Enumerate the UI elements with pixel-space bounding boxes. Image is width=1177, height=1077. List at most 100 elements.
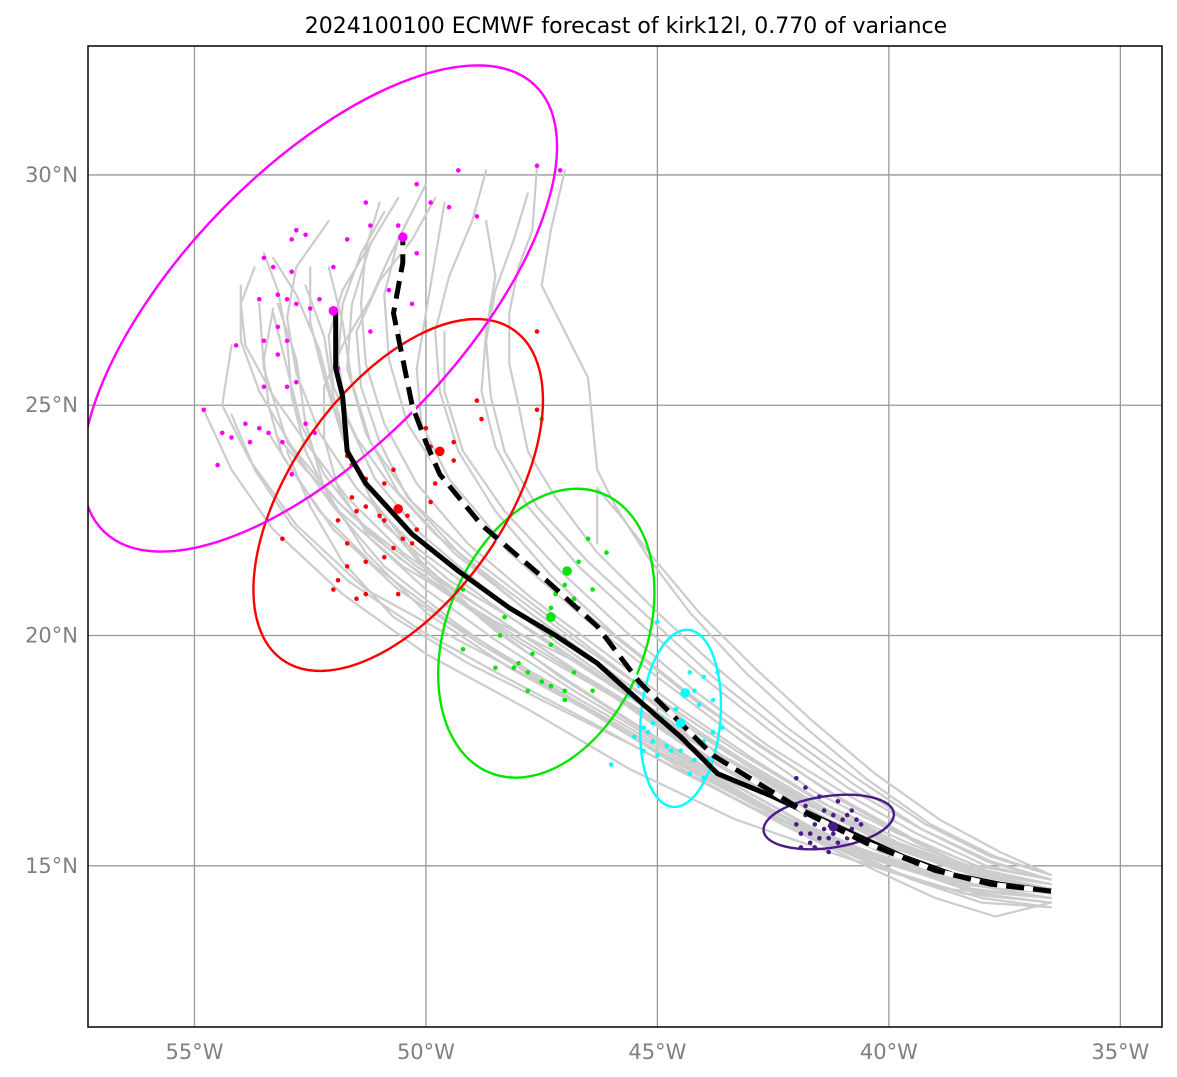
- ensemble-point: [294, 379, 299, 385]
- ensemble-point: [807, 831, 813, 836]
- ensemble-positions: [201, 163, 864, 855]
- plot-area: [88, 64, 1053, 918]
- x-tick-label: 55°W: [165, 1040, 223, 1064]
- ensemble-point: [525, 670, 531, 675]
- mean-position-7: [328, 306, 339, 316]
- ensemble-point: [539, 679, 544, 684]
- ensemble-point: [405, 513, 410, 519]
- chart-title: 2024100100 ECMWF forecast of kirk12l, 0.…: [305, 14, 947, 39]
- ensemble-point: [428, 200, 433, 205]
- ensemble-point: [284, 384, 290, 390]
- ensemble-point: [451, 439, 457, 445]
- ensemble-point: [280, 439, 285, 445]
- ensemble-point: [317, 297, 322, 302]
- ensemble-point: [275, 292, 281, 298]
- mean-positions: [328, 232, 839, 832]
- ensemble-point: [719, 725, 725, 730]
- ensemble-point: [854, 817, 859, 822]
- ensemble-point: [571, 670, 577, 675]
- mean-tracks: [333, 239, 1052, 894]
- ensemble-point: [821, 808, 827, 813]
- ensemble-point: [391, 467, 396, 473]
- uncertainty-ellipse-1: [639, 628, 723, 809]
- ensemble-point: [840, 817, 845, 822]
- ensemble-point: [423, 426, 429, 431]
- ensemble-point: [511, 665, 517, 671]
- ensemble-point: [414, 181, 420, 187]
- ensemble-point: [655, 753, 660, 758]
- ensemble-point: [368, 329, 373, 334]
- ensemble-point: [650, 739, 656, 744]
- ensemble-track-25: [327, 242, 1053, 886]
- ensemble-point: [414, 251, 420, 256]
- ensemble-point: [307, 306, 313, 311]
- ensemble-point: [219, 430, 225, 436]
- ensemble-point: [331, 264, 336, 270]
- ensemble-track-15: [323, 219, 1053, 909]
- ensemble-point: [391, 545, 396, 551]
- uncertainty-ellipse-0: [762, 793, 896, 851]
- ensemble-point: [632, 734, 637, 740]
- ensemble-track-30: [262, 252, 1053, 900]
- ensemble-point: [692, 757, 697, 763]
- ensemble-point: [562, 688, 568, 694]
- ensemble-point: [803, 803, 808, 809]
- ensemble-track-8: [383, 183, 1053, 881]
- ensemble-point: [826, 835, 831, 841]
- y-axis-ticks: 15°N 20°N 25°N 30°N: [25, 163, 78, 878]
- ensemble-point: [229, 435, 234, 440]
- ensemble-point: [289, 237, 295, 242]
- x-axis-ticks: 55°W 50°W 45°W 40°W 35°W: [165, 1040, 1149, 1064]
- uncertainty-ellipses: [88, 64, 896, 851]
- ensemble-point: [289, 269, 295, 275]
- ensemble-point: [294, 227, 299, 233]
- ensemble-point: [669, 748, 674, 753]
- ensemble-track-29: [346, 196, 1053, 890]
- y-tick-label: 25°N: [25, 393, 78, 417]
- mean-position-5: [393, 504, 404, 514]
- ensemble-point: [516, 660, 521, 666]
- ensemble-point: [284, 338, 290, 344]
- ensemble-point: [344, 237, 350, 242]
- y-tick-label: 20°N: [25, 624, 78, 648]
- ensemble-track-14: [309, 266, 1053, 900]
- ensemble-point: [460, 587, 466, 592]
- ensemble-point: [608, 762, 614, 767]
- ensemble-point: [701, 674, 706, 680]
- ensemble-point: [354, 508, 359, 514]
- ensemble-point: [803, 785, 808, 790]
- ensemble-point: [821, 826, 827, 832]
- ensemble-track-21: [480, 219, 1053, 881]
- ensemble-point: [534, 407, 540, 413]
- ensemble-point: [576, 559, 581, 565]
- ensemble-point: [409, 541, 415, 546]
- ensemble-point: [428, 499, 433, 505]
- y-tick-label: 30°N: [25, 163, 78, 187]
- ensemble-point: [479, 416, 484, 422]
- ensemble-point: [451, 458, 457, 463]
- ensemble-track-17: [239, 266, 1053, 895]
- ensemble-point: [294, 301, 299, 307]
- ensemble-point: [585, 536, 591, 542]
- ensemble-point: [377, 513, 382, 519]
- ensemble-point: [534, 329, 540, 334]
- ensemble-point: [303, 232, 308, 238]
- ensemble-point: [534, 163, 540, 168]
- ensemble-point: [678, 748, 683, 753]
- ensemble-point: [474, 398, 480, 403]
- ensemble-point: [280, 536, 285, 542]
- x-tick-label: 40°W: [860, 1040, 918, 1064]
- ensemble-point: [835, 799, 841, 804]
- ensemble-point: [692, 688, 697, 694]
- mean-position-1: [675, 718, 686, 728]
- ensemble-point: [548, 605, 554, 611]
- ensemble-point: [270, 264, 276, 270]
- ensemble-point: [395, 591, 401, 597]
- ensemble-point: [363, 591, 369, 597]
- ensemble-point: [382, 481, 387, 486]
- ensemble-track-10: [485, 192, 1053, 881]
- ensemble-point: [571, 596, 577, 601]
- ensemble-point: [446, 204, 452, 210]
- ensemble-point: [414, 527, 420, 532]
